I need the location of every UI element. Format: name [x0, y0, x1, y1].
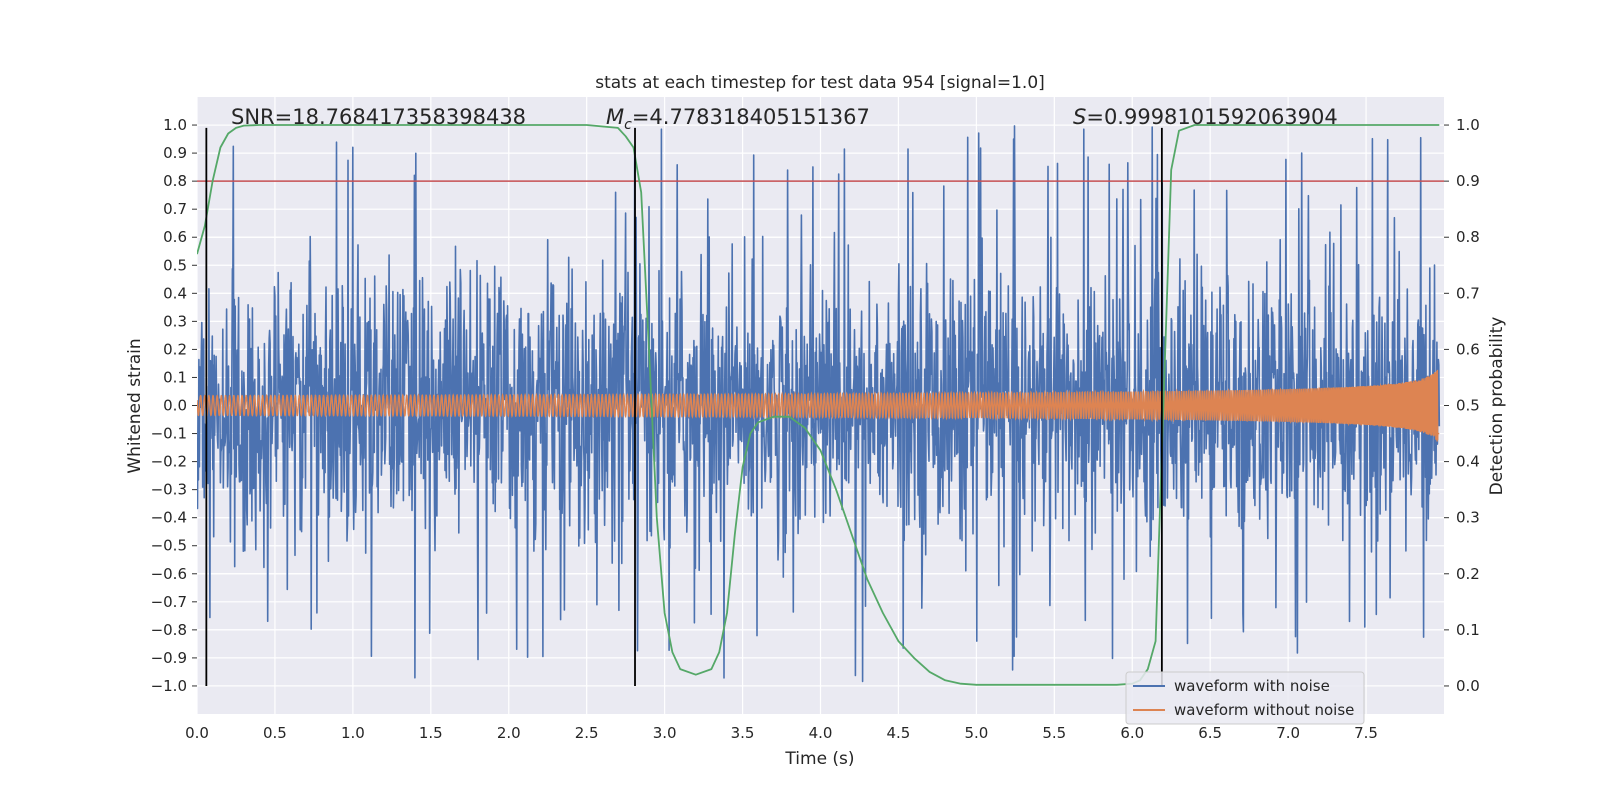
chirp-mass-value: =4.778318405151367 — [632, 105, 870, 129]
x-tick-label: 1.0 — [341, 724, 365, 742]
left-tick-label: 0.0 — [163, 397, 187, 415]
right-tick-label: 0.6 — [1456, 340, 1480, 358]
left-tick-label: −0.3 — [151, 481, 187, 499]
left-tick-label: 0.6 — [163, 228, 187, 246]
legend-label-clean: waveform without noise — [1174, 701, 1354, 719]
left-axis-label: Whitened strain — [125, 338, 145, 473]
right-tick-label: 0.1 — [1456, 621, 1480, 639]
left-tick-label: −0.9 — [151, 649, 187, 667]
x-tick-label: 6.0 — [1120, 724, 1144, 742]
left-tick-label: 0.1 — [163, 368, 187, 386]
left-tick-label: −0.2 — [151, 453, 187, 471]
right-tick-label: 0.4 — [1456, 453, 1480, 471]
x-tick-label: 3.0 — [653, 724, 677, 742]
left-tick-label: −0.5 — [151, 537, 187, 555]
left-tick-label: −0.4 — [151, 509, 187, 527]
right-tick-label: 1.0 — [1456, 116, 1480, 134]
x-tick-label: 3.5 — [731, 724, 755, 742]
left-tick-label: 0.8 — [163, 172, 187, 190]
right-axis-ticks: 1.0 0.9 0.8 0.7 0.6 0.5 0.4 0.3 0.2 0.1 0.0 — [1444, 116, 1480, 695]
left-tick-label: −0.8 — [151, 621, 187, 639]
x-axis-label: Time (s) — [784, 749, 854, 769]
right-tick-label: 0.5 — [1456, 397, 1480, 415]
x-tick-label: 1.5 — [419, 724, 443, 742]
right-axis-label: Detection probability — [1487, 317, 1507, 496]
legend: waveform with noise waveform without noi… — [1125, 671, 1365, 725]
right-tick-label: 0.9 — [1456, 172, 1480, 190]
chirp-mass-subscript: c — [624, 117, 632, 133]
x-tick-label: 5.5 — [1042, 724, 1066, 742]
waveform-with-noise-series — [197, 125, 1441, 683]
chirp-mass-symbol: M — [606, 105, 624, 129]
legend-label-noise: waveform with noise — [1174, 677, 1330, 695]
clean-waveform-line — [197, 369, 1440, 442]
left-tick-label: −1.0 — [151, 677, 187, 695]
left-tick-label: 0.5 — [163, 256, 187, 274]
chart-title: stats at each timestep for test data 954… — [595, 73, 1045, 93]
noise-waveform-line — [197, 125, 1441, 683]
right-tick-label: 0.8 — [1456, 228, 1480, 246]
right-tick-label: 0.2 — [1456, 565, 1480, 583]
left-tick-label: 0.3 — [163, 312, 187, 330]
left-tick-label: 1.0 — [163, 116, 187, 134]
x-tick-label: 2.0 — [497, 724, 521, 742]
x-tick-label: 6.5 — [1198, 724, 1222, 742]
left-axis-ticks: 1.0 0.9 0.8 0.7 0.6 0.5 0.4 0.3 0.2 0.1 0.0 −0.1 −0.… — [151, 116, 197, 695]
chirp-mass-annotation: Mc=4.778318405151367 — [606, 105, 870, 133]
legend-box — [1125, 671, 1365, 725]
x-tick-label: 2.5 — [575, 724, 599, 742]
x-tick-label: 7.0 — [1276, 724, 1300, 742]
left-tick-label: −0.6 — [151, 565, 187, 583]
right-tick-label: 0.0 — [1456, 677, 1480, 695]
x-tick-label: 4.5 — [887, 724, 911, 742]
x-axis-ticks: 0.0 0.5 1.0 1.5 2.0 2.5 3.0 3.5 4.0 4.5 5.0 5.5 6.0 6… — [185, 724, 1378, 742]
x-tick-label: 7.5 — [1354, 724, 1378, 742]
x-tick-label: 4.0 — [809, 724, 833, 742]
left-tick-label: 0.9 — [163, 144, 187, 162]
spin-symbol: S — [1073, 105, 1086, 129]
left-tick-label: 0.4 — [163, 284, 187, 302]
spin-value: =0.9998101592063904 — [1086, 105, 1337, 129]
right-tick-label: 0.3 — [1456, 509, 1480, 527]
spin-annotation: S=0.9998101592063904 — [1073, 105, 1338, 129]
x-tick-label: 0.5 — [263, 724, 287, 742]
left-tick-label: 0.2 — [163, 340, 187, 358]
x-tick-label: 5.0 — [964, 724, 988, 742]
x-tick-label: 0.0 — [185, 724, 209, 742]
left-tick-label: −0.7 — [151, 593, 187, 611]
left-tick-label: 0.7 — [163, 200, 187, 218]
left-tick-label: −0.1 — [151, 425, 187, 443]
waveform-without-noise-series — [197, 369, 1440, 442]
right-tick-label: 0.7 — [1456, 284, 1480, 302]
snr-annotation: SNR=18.768417358398438 — [231, 105, 526, 129]
